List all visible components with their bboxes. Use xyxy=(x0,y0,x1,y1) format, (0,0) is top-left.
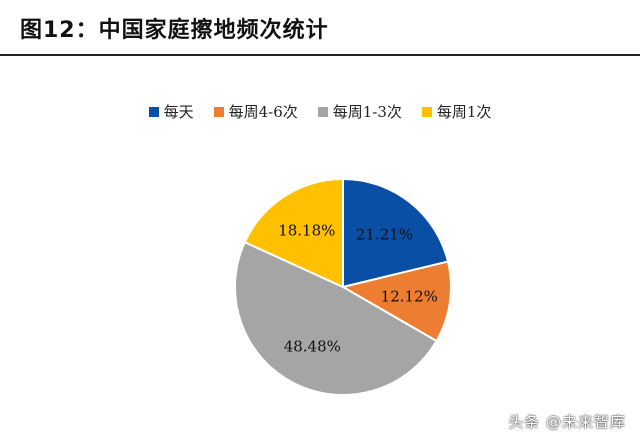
title-divider xyxy=(0,54,640,56)
legend-item: 每周1次 xyxy=(421,101,492,122)
figure-title: 图12：中国家庭擦地频次统计 xyxy=(20,18,329,43)
pie-slice xyxy=(234,240,438,396)
watermark: 头条 @未来智库 xyxy=(508,413,626,431)
legend-label: 每周1-3次 xyxy=(332,103,402,121)
legend-label: 每天 xyxy=(163,103,194,121)
slice-data-label: 12.12% xyxy=(381,288,438,306)
legend-swatch xyxy=(421,106,432,117)
slice-data-label: 21.21% xyxy=(356,225,413,243)
legend-item: 每天 xyxy=(148,101,194,122)
pie-slice xyxy=(243,177,344,289)
legend-swatch xyxy=(317,106,328,117)
pie-slice xyxy=(340,260,452,343)
pie-slice xyxy=(342,177,450,289)
slice-data-label: 18.18% xyxy=(278,222,335,240)
legend-item: 每周1-3次 xyxy=(317,101,402,122)
legend-swatch xyxy=(213,106,224,117)
chart-legend: 每天 每周4-6次 每周1-3次 每周1次 xyxy=(0,101,640,122)
legend-label: 每周4-6次 xyxy=(228,103,298,121)
legend-label: 每周1次 xyxy=(436,103,492,121)
legend-item: 每周4-6次 xyxy=(213,101,298,122)
legend-swatch xyxy=(148,106,159,117)
slice-data-label: 48.48% xyxy=(284,338,341,356)
